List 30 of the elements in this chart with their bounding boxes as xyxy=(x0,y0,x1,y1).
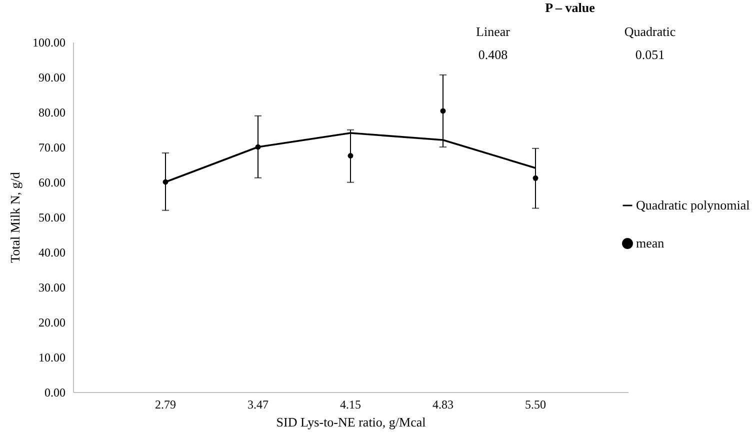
y-tick-label: 0.00 xyxy=(44,386,66,400)
y-tick-label: 100.00 xyxy=(32,36,66,50)
y-tick-label: 60.00 xyxy=(38,176,66,190)
x-tick-label: 2.79 xyxy=(155,398,176,412)
y-tick-label: 30.00 xyxy=(38,280,66,294)
point xyxy=(162,179,168,185)
y-tick-label: 80.00 xyxy=(38,106,66,120)
point xyxy=(255,144,261,150)
point xyxy=(440,108,446,114)
text: Quadratic xyxy=(624,24,676,39)
x-tick-label: 5.50 xyxy=(525,398,546,412)
y-tick-label: 40.00 xyxy=(38,246,66,260)
point xyxy=(532,175,538,181)
legend-label: mean xyxy=(636,236,665,250)
x-tick-label: 4.15 xyxy=(340,398,361,412)
x-tick-label: 3.47 xyxy=(248,398,268,412)
point xyxy=(348,153,354,158)
y-tick-label: 10.00 xyxy=(38,350,66,364)
legend-label: Quadratic polynomial xyxy=(636,198,750,212)
text: 0.051 xyxy=(635,47,665,62)
x-axis-title: SID Lys-to-NE ratio, g/Mcal xyxy=(276,414,426,430)
annotation: 0.408 xyxy=(478,47,508,62)
y-tick-label: 90.00 xyxy=(38,70,66,84)
y-tick-label: 20.00 xyxy=(38,316,66,330)
text: P – value xyxy=(545,0,596,15)
y-tick-label: 50.00 xyxy=(38,210,66,224)
x-tick-label: 4.83 xyxy=(432,398,454,412)
y-tick-label: 70.00 xyxy=(38,140,66,154)
y-axis-title: Total Milk N, g/d xyxy=(8,172,22,263)
text: Linear xyxy=(476,24,511,39)
